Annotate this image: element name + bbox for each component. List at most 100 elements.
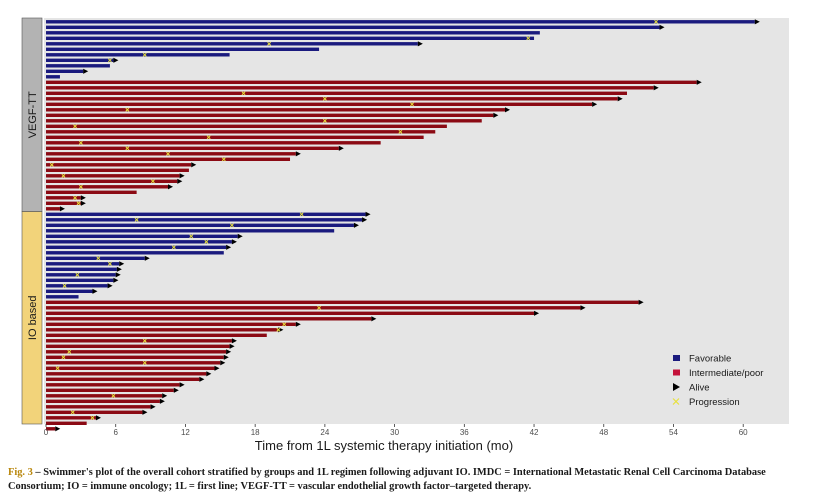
swimmer-bar [46,152,296,156]
alive-triangle-marker [119,261,125,267]
swimmer-bar [46,421,87,425]
x-tick-label: 0 [44,428,49,437]
progression-x-marker [61,355,66,360]
progression-x-marker [241,91,246,96]
x-tick-label: 12 [181,428,190,437]
swimmer-bar [46,47,320,51]
progression-x-marker [654,19,659,24]
swimmer-bar [46,80,697,84]
swimmer-bar [46,339,232,343]
alive-triangle-marker [592,101,598,107]
swimmer-bar [46,300,639,304]
alive-triangle-marker [179,173,185,179]
swimmer-bar [46,289,93,293]
alive-triangle-marker [159,398,165,404]
swimmer-bar [46,102,593,106]
swimmer-plot-figure: VEGF-TT IO based 0 6 12 18 24 30 36 42 48 54 60 Fav… [21,17,789,453]
progression-x-marker [90,415,95,420]
alive-triangle-marker [659,24,665,30]
legend-label: Intermediate/poor [689,368,763,379]
progression-x-marker [142,338,147,343]
progression-x-marker [67,349,72,354]
alive-triangle-marker [142,409,148,415]
progression-x-marker [317,305,322,310]
swimmer-bar [46,42,418,46]
alive-triangle-marker [534,310,540,316]
alive-triangle-marker [338,145,344,151]
swimmer-bar [46,322,296,326]
alive-triangle-marker [95,415,101,421]
swimmer-bar [46,25,660,29]
swimmer-bar [46,108,505,112]
alive-triangle-marker [754,19,760,25]
progression-x-marker [61,173,66,178]
alive-triangle-marker [231,239,237,245]
x-tick-label: 6 [113,428,118,437]
progression-x-marker [76,201,81,206]
alive-triangle-marker [365,211,371,217]
swimmer-bar [46,317,372,321]
progression-x-marker [276,327,281,332]
alive-triangle-marker [168,184,174,190]
alive-triangle-marker [199,376,205,382]
swimmer-plot: VEGF-TT IO based 0 6 12 18 24 30 36 42 48 54 60 Fav… [21,17,789,453]
x-tick-label: 48 [599,428,608,437]
swimmer-bar [46,69,84,73]
progression-x-marker [150,179,155,184]
swimmer-bar [46,135,424,139]
swimmer-bar [46,97,618,101]
alive-triangle-marker [580,305,586,311]
alive-triangle-marker [226,349,232,355]
swimmer-bar [46,146,339,150]
legend-label: Progression [689,397,740,408]
alive-triangle-marker [353,222,359,228]
swimmer-bar [46,36,535,40]
alive-triangle-marker [295,151,301,157]
progression-x-marker [398,129,403,134]
progression-x-marker [322,118,327,123]
x-tick-label: 60 [739,428,748,437]
swimmer-bar [46,416,96,420]
x-axis-label: Time from 1L systemic therapy initiation… [255,438,513,453]
progression-x-marker [282,322,287,327]
swimmer-bar [46,190,137,194]
alive-triangle-marker [696,79,702,85]
swimmer-bar [46,427,56,431]
alive-triangle-marker [177,178,183,184]
swimmer-bar [46,366,215,370]
alive-triangle-marker [638,299,644,305]
progression-x-marker [125,107,130,112]
swimmer-bar [46,124,447,128]
alive-triangle-marker [115,272,121,278]
alive-triangle-marker [226,244,232,250]
alive-triangle-marker [92,288,98,294]
alive-triangle-marker [80,195,86,201]
swimmer-bar [46,410,143,414]
progression-x-marker [229,223,234,228]
alive-triangle-marker [223,354,229,360]
progression-x-marker [125,146,130,151]
alive-triangle-marker [237,233,243,239]
alive-triangle-marker [417,41,423,47]
swimmer-bar [46,256,145,260]
swimmer-bar [46,58,114,62]
progression-x-marker [299,212,304,217]
swimmer-bar [46,372,207,376]
progression-x-marker [73,124,78,129]
swimmer-bar [46,350,227,354]
x-tick-label: 30 [390,428,399,437]
swimmer-bar [46,141,381,145]
alive-triangle-marker [59,206,65,212]
alive-triangle-marker [371,316,377,322]
swimmer-bar [46,207,60,211]
swimmer-bar [46,273,116,277]
progression-x-marker [96,256,101,261]
alive-triangle-marker [206,371,212,377]
alive-triangle-marker [653,85,659,91]
swimmer-bar [46,75,60,79]
alive-triangle-marker [144,255,150,261]
swimmer-bar [46,234,238,238]
legend-label: Favorable [689,354,731,365]
swimmer-bar [46,223,354,227]
progression-x-marker [267,41,272,46]
